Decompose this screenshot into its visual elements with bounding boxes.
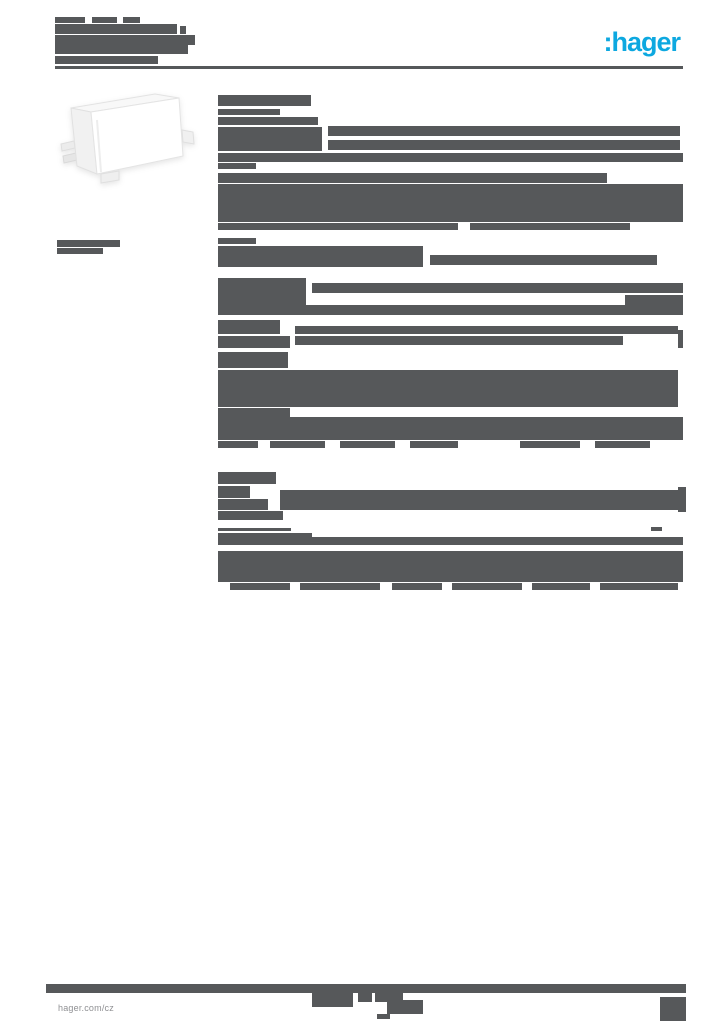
product-front-face — [90, 97, 184, 175]
spec-value — [678, 487, 686, 512]
paragraph-line — [218, 173, 607, 183]
title-line-2-colon — [180, 26, 186, 34]
paragraph-line — [595, 441, 650, 448]
paragraph-line — [218, 441, 258, 448]
section-title-block — [218, 95, 311, 106]
spec-value — [295, 326, 678, 334]
paragraph-line — [218, 305, 683, 315]
paragraph-slab — [218, 417, 683, 440]
spec-value — [295, 336, 623, 345]
title-line-2 — [55, 24, 177, 34]
footer-center-mark — [377, 1014, 390, 1019]
product-panel-line — [96, 119, 102, 173]
spec-label — [218, 352, 288, 368]
header-rule — [55, 66, 683, 69]
title-line-5 — [55, 56, 158, 64]
title-line-1-seg — [55, 17, 85, 23]
paragraph-line — [392, 583, 442, 590]
product-foot — [100, 170, 120, 184]
spec-value — [312, 537, 683, 545]
product-image — [60, 93, 195, 184]
title-line-1-seg — [92, 17, 117, 23]
spec-value — [280, 490, 678, 510]
paragraph-line — [520, 441, 580, 448]
divider-segment — [218, 528, 291, 531]
spec-label-slab — [218, 246, 423, 267]
spec-label — [218, 163, 256, 169]
product-clip — [60, 140, 76, 152]
paragraph-slab — [218, 184, 683, 222]
hager-logo: :hager — [603, 27, 681, 57]
spec-value — [312, 283, 683, 293]
footer-center-mark — [387, 992, 403, 1014]
paragraph-line — [270, 441, 325, 448]
spec-label-slab — [218, 127, 322, 151]
spec-label — [218, 472, 276, 484]
footer-site-link[interactable]: hager.com/cz — [58, 1003, 114, 1013]
spec-label — [218, 408, 290, 418]
spec-label-slab — [218, 278, 306, 305]
spec-label — [218, 109, 280, 115]
title-line-3 — [55, 35, 195, 45]
paragraph-line — [218, 153, 683, 162]
spec-label — [218, 533, 312, 545]
product-clip — [62, 152, 78, 164]
footer-page-block — [660, 997, 686, 1021]
spec-label — [218, 117, 318, 125]
spec-value — [430, 255, 657, 265]
spec-label — [218, 486, 250, 498]
spec-value — [678, 330, 683, 348]
paragraph-line — [340, 441, 395, 448]
spec-value — [328, 126, 680, 136]
paragraph-line — [470, 223, 630, 230]
spec-value — [625, 295, 683, 305]
paragraph-line — [600, 583, 678, 590]
footer-bar — [46, 984, 686, 993]
spec-label — [218, 511, 283, 520]
spec-label-slab — [218, 336, 290, 348]
paragraph-line — [532, 583, 590, 590]
footer-center-mark — [358, 992, 372, 1002]
paragraph-line — [230, 583, 290, 590]
paragraph-line — [300, 583, 380, 590]
title-line-4 — [55, 45, 188, 54]
spec-label — [218, 320, 280, 334]
footer-center-mark — [375, 992, 387, 1002]
image-caption-line — [57, 248, 103, 254]
divider-segment — [651, 527, 662, 531]
product-side-tab — [181, 129, 195, 145]
footer-center-mark — [312, 992, 353, 1007]
title-line-1-seg — [123, 17, 140, 23]
spec-label — [218, 238, 256, 244]
paragraph-line — [452, 583, 522, 590]
footer-site-box: hager.com/cz — [55, 995, 169, 1021]
paragraph-slab — [218, 370, 678, 407]
paragraph-slab — [218, 551, 683, 582]
paragraph-line — [410, 441, 458, 448]
paragraph-line — [218, 223, 458, 230]
footer-center-mark — [403, 1000, 423, 1014]
spec-value — [328, 140, 680, 150]
spec-label — [218, 499, 268, 510]
image-caption-line — [57, 240, 120, 247]
